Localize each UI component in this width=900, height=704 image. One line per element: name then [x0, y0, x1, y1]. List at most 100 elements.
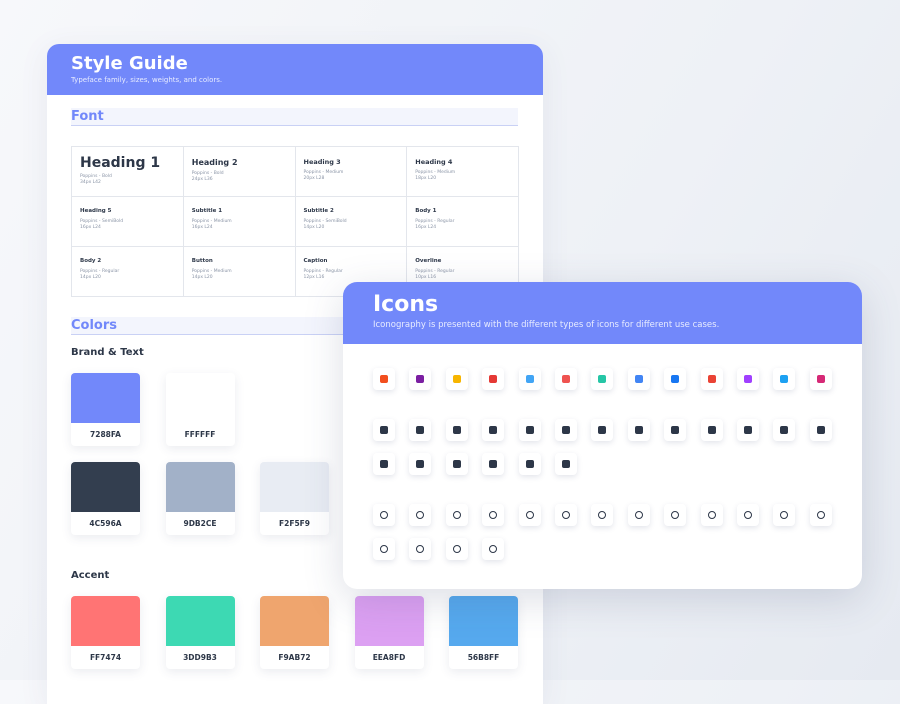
color-swatch: F9AB72	[260, 596, 329, 669]
icon-glyph	[416, 545, 425, 553]
color-swatch: 9DB2CE	[165, 462, 235, 535]
swatch-color	[71, 373, 140, 423]
icon-tile	[737, 419, 759, 441]
font-name: Heading 2	[191, 158, 238, 167]
icon-tile	[409, 419, 432, 441]
swatch-hex: FF7474	[89, 653, 122, 662]
swatch-color	[165, 596, 235, 646]
icon-glyph	[707, 375, 716, 383]
icon-glyph	[489, 511, 498, 519]
font-name: Subtitle 1	[191, 208, 223, 214]
icon-tile	[555, 453, 577, 475]
font-name: Subtitle 2	[303, 208, 334, 214]
icon-grid	[343, 344, 862, 589]
icon-glyph	[744, 426, 752, 434]
swatch-hex: 9DB2CE	[183, 519, 217, 528]
icon-tile	[518, 453, 541, 475]
color-swatch: FFFFFF	[165, 373, 235, 446]
icon-tile	[627, 419, 650, 441]
icon-tile	[664, 419, 687, 441]
icon-glyph	[380, 511, 388, 519]
font-family: Poppins - Medium	[191, 218, 232, 224]
icon-glyph	[562, 460, 570, 468]
icon-glyph	[816, 426, 825, 434]
icon-glyph	[598, 511, 607, 519]
page: Style Guide Typeface family, sizes, weig…	[0, 0, 900, 680]
icon-glyph	[452, 511, 461, 519]
font-name: Caption	[303, 258, 328, 264]
swatch-hex: 56B8FF	[467, 653, 500, 662]
swatch-color	[449, 596, 518, 646]
font-family: Poppins - Regular	[303, 268, 343, 274]
color-swatch: 3DD9B3	[165, 596, 235, 669]
icon-tile	[445, 453, 468, 475]
font-size: 16px L24	[415, 224, 437, 230]
icon-glyph	[525, 460, 534, 468]
font-name: Body 2	[80, 258, 102, 264]
icon-glyph	[380, 375, 388, 383]
icon-glyph	[598, 426, 607, 434]
icon-glyph	[452, 375, 461, 383]
icon-tile	[445, 504, 468, 526]
icon-tile	[664, 504, 687, 526]
icon-tile	[373, 453, 395, 475]
icon-glyph	[380, 460, 388, 468]
card-header	[47, 44, 543, 95]
icon-glyph	[707, 426, 716, 434]
card-title: Style Guide	[71, 53, 188, 74]
icon-glyph	[634, 426, 643, 434]
swatch-color	[71, 596, 140, 646]
color-swatch: 56B8FF	[449, 596, 518, 669]
swatch-hex: F2F5F9	[278, 519, 311, 528]
icon-tile	[373, 504, 395, 526]
group-title: Accent	[71, 570, 110, 581]
icon-tile	[409, 504, 432, 526]
icon-tile	[555, 368, 577, 390]
icon-glyph	[416, 511, 425, 519]
icon-glyph	[525, 375, 534, 383]
icon-tile	[773, 504, 796, 526]
colors-section: Brand & Text 7288FA FFFFFF 4C596A 9DB2CE F2F5…	[47, 44, 543, 684]
icon-glyph	[780, 426, 789, 434]
swatch-color	[165, 373, 235, 423]
font-family: Poppins - Regular	[80, 268, 120, 274]
icon-tile	[700, 504, 723, 526]
swatch-color	[260, 596, 329, 646]
icon-glyph	[598, 375, 607, 383]
icon-tile	[409, 538, 432, 560]
icon-glyph	[489, 545, 498, 553]
color-swatch: 7288FA	[71, 373, 140, 446]
icon-tile	[737, 368, 759, 390]
icon-tile	[737, 504, 759, 526]
icon-glyph	[489, 426, 498, 434]
font-name: Heading 1	[80, 155, 161, 171]
icon-tile	[555, 419, 577, 441]
icon-glyph	[780, 375, 789, 383]
icon-tile	[445, 538, 468, 560]
icon-tile	[373, 419, 395, 441]
font-family: Poppins - Regular	[415, 218, 455, 224]
icon-glyph	[489, 460, 498, 468]
icon-glyph	[780, 511, 789, 519]
icon-tile	[700, 419, 723, 441]
font-size: 12px L16	[303, 274, 325, 280]
font-family: Poppins - Bold	[191, 171, 224, 176]
font-size: 24px L36	[191, 177, 213, 182]
card-subtitle: Iconography is presented with the differ…	[373, 320, 720, 330]
font-name: Overline	[415, 258, 442, 264]
icon-tile	[809, 368, 832, 390]
icon-tile	[373, 538, 395, 560]
icon-glyph	[816, 511, 825, 519]
font-name: Button	[191, 258, 213, 264]
icon-glyph	[416, 375, 425, 383]
swatch-hex: F9AB72	[278, 653, 311, 662]
icon-glyph	[416, 460, 425, 468]
icon-tile	[409, 453, 432, 475]
font-size: 14px L20	[80, 274, 101, 280]
icons-card: Icons Iconography is presented with the …	[343, 282, 862, 589]
icon-glyph	[671, 511, 680, 519]
font-family: Poppins - Regular	[415, 268, 455, 274]
icon-tile	[555, 504, 577, 526]
icon-glyph	[562, 426, 570, 434]
icon-glyph	[380, 426, 388, 434]
